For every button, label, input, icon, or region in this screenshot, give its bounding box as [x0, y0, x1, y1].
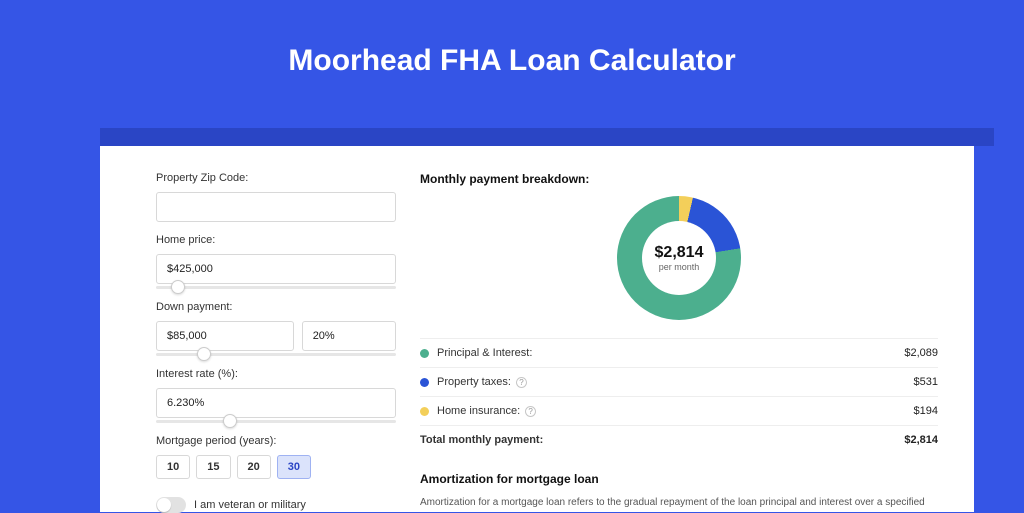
veteran-toggle[interactable] [156, 497, 186, 513]
line-item-value: $531 [914, 376, 938, 388]
home-price-slider[interactable] [156, 286, 396, 289]
card-shadow [100, 128, 994, 146]
breakdown-panel: Monthly payment breakdown: $2,814 per mo… [420, 172, 938, 512]
line-item: Home insurance:? $194 [420, 397, 938, 426]
interest-rate-label: Interest rate (%): [156, 368, 396, 380]
down-payment-percent-input[interactable] [302, 321, 396, 351]
legend-dot [420, 378, 429, 387]
down-payment-amount-input[interactable] [156, 321, 294, 351]
mortgage-period-options: 1015 2030 [156, 455, 396, 479]
down-payment-slider-knob[interactable] [197, 347, 211, 361]
breakdown-title: Monthly payment breakdown: [420, 172, 938, 186]
home-price-label: Home price: [156, 234, 396, 246]
line-item-label: Property taxes: [437, 376, 511, 388]
legend-dot [420, 349, 429, 358]
line-item-label: Principal & Interest: [437, 347, 532, 359]
info-icon[interactable]: ? [525, 406, 536, 417]
breakdown-line-items: Principal & Interest: $2,089 Property taxe… [420, 338, 938, 454]
line-item-value: $2,089 [904, 347, 938, 359]
interest-rate-input[interactable] [156, 388, 396, 418]
calculator-card: Property Zip Code: Home price: Down paym… [100, 146, 974, 512]
line-item: Property taxes:? $531 [420, 368, 938, 397]
line-item: Principal & Interest: $2,089 [420, 339, 938, 368]
home-price-input[interactable] [156, 254, 396, 284]
total-payment-row: Total monthly payment: $2,814 [420, 426, 938, 454]
down-payment-slider[interactable] [156, 353, 396, 356]
interest-rate-slider-knob[interactable] [223, 414, 237, 428]
legend-dot [420, 407, 429, 416]
down-payment-label: Down payment: [156, 301, 396, 313]
amortization-text: Amortization for a mortgage loan refers … [420, 496, 938, 510]
veteran-label: I am veteran or military [194, 499, 306, 511]
mortgage-period-option-10[interactable]: 10 [156, 455, 190, 479]
veteran-toggle-handle [157, 498, 171, 512]
zip-input[interactable] [156, 192, 396, 222]
input-panel: Property Zip Code: Home price: Down paym… [156, 172, 396, 512]
mortgage-period-label: Mortgage period (years): [156, 435, 396, 447]
total-value: $2,814 [904, 434, 938, 446]
mortgage-period-option-15[interactable]: 15 [196, 455, 230, 479]
donut-subtitle: per month [659, 262, 700, 272]
zip-label: Property Zip Code: [156, 172, 396, 184]
line-item-label: Home insurance: [437, 405, 520, 417]
page-title: Moorhead FHA Loan Calculator [0, 0, 1024, 106]
mortgage-period-option-20[interactable]: 20 [237, 455, 271, 479]
interest-rate-slider[interactable] [156, 420, 396, 423]
info-icon[interactable]: ? [516, 377, 527, 388]
amortization-title: Amortization for mortgage loan [420, 472, 938, 486]
mortgage-period-option-30[interactable]: 30 [277, 455, 311, 479]
payment-donut-chart: $2,814 per month [617, 196, 741, 320]
home-price-slider-knob[interactable] [171, 280, 185, 294]
donut-amount: $2,814 [655, 244, 704, 262]
total-label: Total monthly payment: [420, 434, 543, 446]
line-item-value: $194 [914, 405, 938, 417]
